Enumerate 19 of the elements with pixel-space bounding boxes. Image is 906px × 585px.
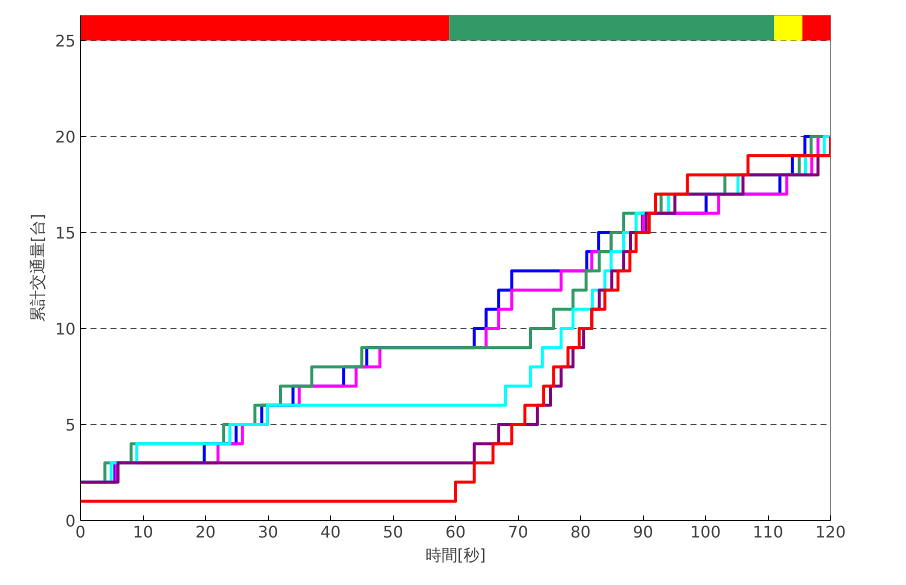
- x-tick-label: 120: [815, 522, 846, 542]
- y-tick-label: 20: [55, 127, 76, 146]
- x-tick-label: 50: [382, 522, 404, 542]
- x-tick-label: 110: [752, 522, 784, 542]
- y-tick-label: 5: [65, 415, 76, 434]
- x-tick-label: 20: [195, 522, 216, 542]
- y-tick-label: 10: [55, 319, 76, 338]
- x-axis-title: 時間[秒]: [425, 546, 486, 564]
- x-tick-label: 10: [132, 522, 154, 542]
- x-tick-label: 70: [508, 522, 528, 542]
- x-tick-label: 100: [690, 522, 721, 542]
- y-tick-label: 15: [55, 223, 76, 242]
- x-tick-label: 90: [632, 522, 654, 542]
- y-tick-label: 25: [55, 31, 76, 50]
- y-axis-title: 累計交通量[台]: [28, 214, 48, 322]
- x-tick-label: 80: [570, 522, 591, 542]
- x-tick-label: 60: [445, 522, 466, 542]
- x-tick-label: 30: [258, 522, 278, 542]
- x-tick-label: 40: [320, 522, 341, 542]
